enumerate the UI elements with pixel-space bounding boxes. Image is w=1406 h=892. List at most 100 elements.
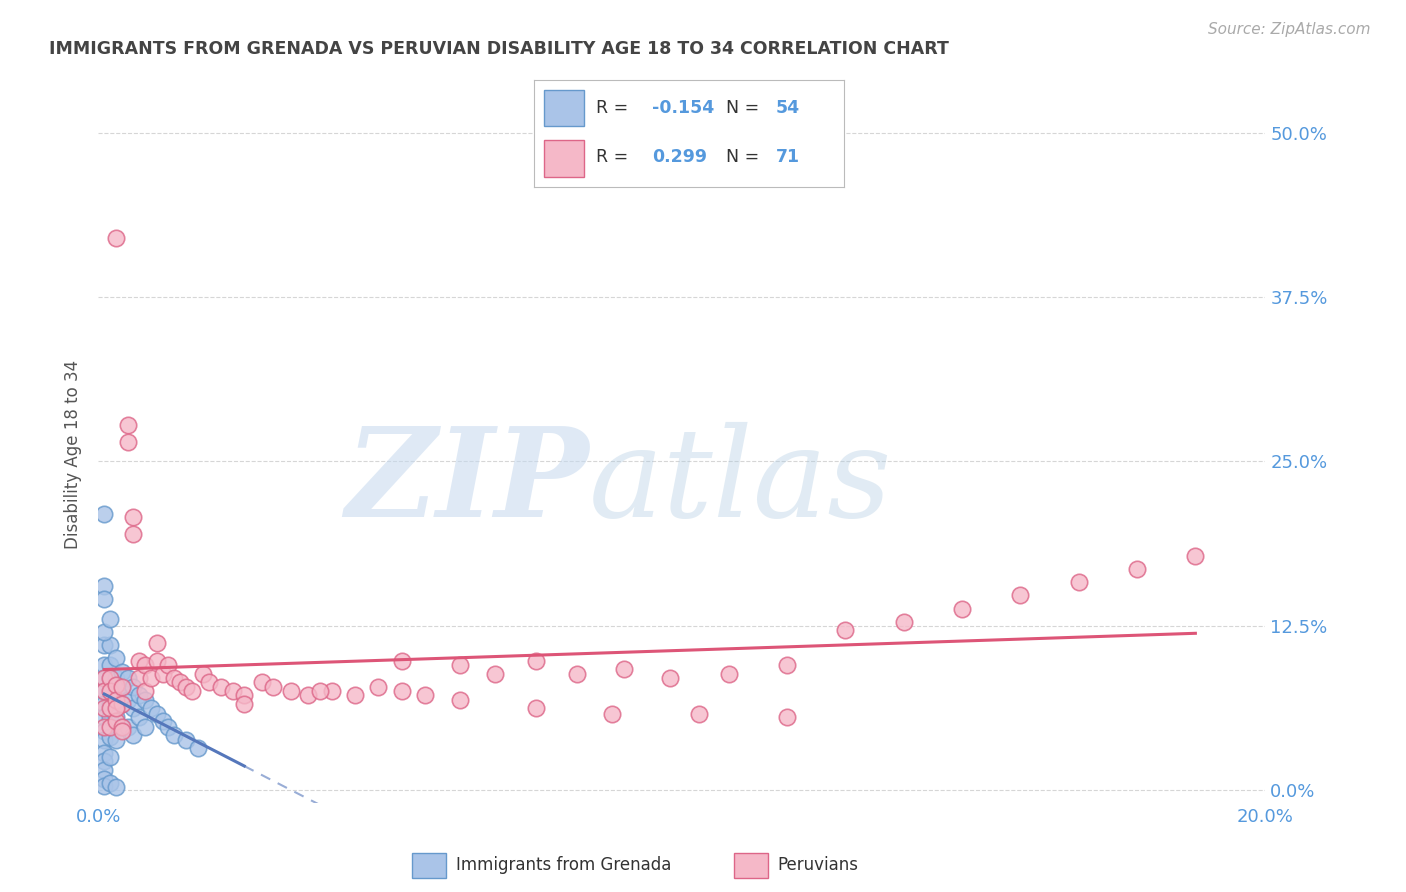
Point: [98, 720, 121, 734]
Point: [157, 657, 180, 672]
Point: [111, 720, 134, 734]
Point: [93, 746, 115, 760]
Text: N =: N =: [725, 99, 765, 117]
Text: Peruvians: Peruvians: [778, 856, 858, 874]
Point: [93, 625, 115, 640]
Point: [93, 754, 115, 768]
Point: [565, 667, 588, 681]
Point: [93, 592, 115, 607]
Point: [93, 638, 115, 652]
Point: [104, 701, 127, 715]
Point: [174, 732, 197, 747]
Text: Immigrants from Grenada: Immigrants from Grenada: [456, 856, 671, 874]
Point: [449, 657, 471, 672]
Point: [139, 701, 162, 715]
Point: [157, 720, 180, 734]
Point: [93, 671, 115, 685]
Point: [1067, 575, 1090, 590]
Point: [93, 698, 115, 712]
Point: [111, 665, 134, 679]
Point: [98, 701, 121, 715]
Point: [893, 615, 915, 629]
Point: [98, 730, 121, 744]
Point: [146, 635, 169, 649]
Point: [524, 654, 547, 668]
Point: [600, 706, 623, 721]
Point: [104, 780, 127, 794]
Point: [93, 671, 115, 685]
Point: [391, 654, 413, 668]
Point: [134, 684, 156, 698]
Point: [93, 507, 115, 521]
Point: [187, 740, 209, 755]
Point: [776, 710, 799, 724]
Point: [93, 579, 115, 593]
Point: [367, 680, 389, 694]
Text: 0.299: 0.299: [652, 148, 707, 166]
Point: [146, 654, 169, 668]
Point: [93, 772, 115, 787]
Point: [104, 651, 127, 665]
Point: [122, 509, 145, 524]
Point: [111, 720, 134, 734]
Point: [280, 684, 302, 698]
Point: [104, 231, 127, 245]
Point: [152, 714, 174, 729]
Point: [104, 678, 127, 692]
Point: [98, 698, 121, 712]
Point: [117, 693, 139, 707]
Point: [484, 667, 506, 681]
Point: [146, 706, 169, 721]
Point: [134, 693, 156, 707]
Text: -0.154: -0.154: [652, 99, 714, 117]
Point: [659, 671, 682, 685]
Point: [93, 763, 115, 777]
Point: [297, 688, 319, 702]
Point: [139, 671, 162, 685]
Point: [1010, 588, 1032, 602]
Point: [250, 675, 273, 690]
Point: [98, 749, 121, 764]
Text: atlas: atlas: [589, 422, 891, 543]
Point: [104, 732, 127, 747]
Y-axis label: Disability Age 18 to 34: Disability Age 18 to 34: [65, 360, 83, 549]
Point: [163, 727, 186, 741]
Point: [98, 710, 121, 724]
Point: [98, 657, 121, 672]
Point: [111, 698, 134, 712]
Point: [344, 688, 367, 702]
Point: [391, 684, 413, 698]
FancyBboxPatch shape: [544, 140, 583, 177]
Point: [198, 675, 221, 690]
Point: [209, 680, 232, 694]
Point: [98, 612, 121, 626]
Point: [93, 657, 115, 672]
Text: Source: ZipAtlas.com: Source: ZipAtlas.com: [1208, 22, 1371, 37]
Point: [128, 710, 150, 724]
Point: [233, 698, 256, 712]
Point: [98, 684, 121, 698]
Point: [169, 675, 191, 690]
FancyBboxPatch shape: [734, 853, 768, 878]
Point: [612, 662, 634, 676]
Point: [104, 710, 127, 724]
Point: [98, 671, 121, 685]
Point: [134, 657, 156, 672]
Point: [93, 723, 115, 738]
Point: [122, 727, 145, 741]
Point: [233, 688, 256, 702]
Point: [93, 720, 115, 734]
Point: [163, 671, 186, 685]
Point: [104, 714, 127, 729]
Text: 71: 71: [776, 148, 800, 166]
Point: [221, 684, 243, 698]
Point: [174, 680, 197, 694]
Text: R =: R =: [596, 99, 634, 117]
Point: [1184, 549, 1206, 563]
Point: [193, 667, 215, 681]
Point: [122, 680, 145, 694]
Point: [449, 693, 471, 707]
Point: [717, 667, 740, 681]
Point: [117, 720, 139, 734]
Point: [309, 684, 332, 698]
